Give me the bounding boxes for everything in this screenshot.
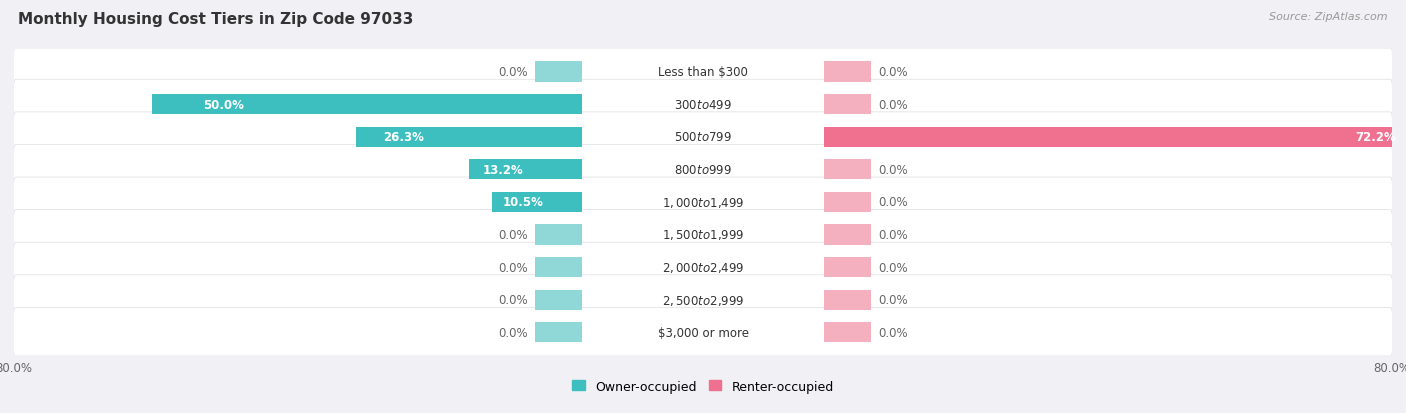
FancyBboxPatch shape: [14, 145, 1392, 195]
Text: 72.2%: 72.2%: [1355, 131, 1396, 144]
FancyBboxPatch shape: [14, 178, 1392, 227]
Bar: [824, 192, 870, 212]
Text: 0.0%: 0.0%: [877, 293, 907, 306]
FancyBboxPatch shape: [14, 275, 1392, 325]
Text: 0.0%: 0.0%: [877, 164, 907, 176]
Bar: [824, 290, 870, 310]
Text: $300 to $499: $300 to $499: [673, 98, 733, 112]
Bar: [152, 95, 582, 115]
Legend: Owner-occupied, Renter-occupied: Owner-occupied, Renter-occupied: [568, 375, 838, 398]
Bar: [492, 192, 582, 212]
Text: Less than $300: Less than $300: [658, 66, 748, 79]
Text: 50.0%: 50.0%: [204, 98, 245, 112]
Text: $3,000 or more: $3,000 or more: [658, 326, 748, 339]
Text: 0.0%: 0.0%: [499, 66, 529, 79]
Text: $1,500 to $1,999: $1,500 to $1,999: [662, 228, 744, 242]
Bar: [824, 95, 870, 115]
Text: $500 to $799: $500 to $799: [673, 131, 733, 144]
Text: 0.0%: 0.0%: [499, 261, 529, 274]
Text: $2,000 to $2,499: $2,000 to $2,499: [662, 261, 744, 274]
Bar: [536, 257, 582, 278]
Text: 0.0%: 0.0%: [877, 228, 907, 241]
Text: 0.0%: 0.0%: [499, 326, 529, 339]
FancyBboxPatch shape: [14, 210, 1392, 260]
Text: 0.0%: 0.0%: [877, 66, 907, 79]
Text: 0.0%: 0.0%: [499, 228, 529, 241]
Bar: [824, 322, 870, 342]
Bar: [824, 257, 870, 278]
Text: 0.0%: 0.0%: [877, 196, 907, 209]
Bar: [824, 160, 870, 180]
Text: Monthly Housing Cost Tiers in Zip Code 97033: Monthly Housing Cost Tiers in Zip Code 9…: [18, 12, 413, 27]
Text: 0.0%: 0.0%: [877, 261, 907, 274]
Bar: [824, 225, 870, 245]
FancyBboxPatch shape: [14, 47, 1392, 97]
Bar: [536, 62, 582, 83]
Text: 0.0%: 0.0%: [877, 98, 907, 112]
Bar: [536, 322, 582, 342]
FancyBboxPatch shape: [14, 113, 1392, 162]
Text: Source: ZipAtlas.com: Source: ZipAtlas.com: [1270, 12, 1388, 22]
FancyBboxPatch shape: [14, 80, 1392, 130]
Text: 0.0%: 0.0%: [499, 293, 529, 306]
Bar: [824, 62, 870, 83]
Text: 13.2%: 13.2%: [482, 164, 523, 176]
Bar: [536, 290, 582, 310]
Text: 10.5%: 10.5%: [503, 196, 544, 209]
Bar: [468, 160, 582, 180]
Bar: [536, 225, 582, 245]
Text: $1,000 to $1,499: $1,000 to $1,499: [662, 195, 744, 209]
Text: 0.0%: 0.0%: [877, 326, 907, 339]
Text: 26.3%: 26.3%: [382, 131, 425, 144]
Bar: [824, 127, 1406, 147]
FancyBboxPatch shape: [14, 308, 1392, 357]
Bar: [356, 127, 582, 147]
Text: $2,500 to $2,999: $2,500 to $2,999: [662, 293, 744, 307]
Text: $800 to $999: $800 to $999: [673, 164, 733, 176]
FancyBboxPatch shape: [14, 242, 1392, 292]
